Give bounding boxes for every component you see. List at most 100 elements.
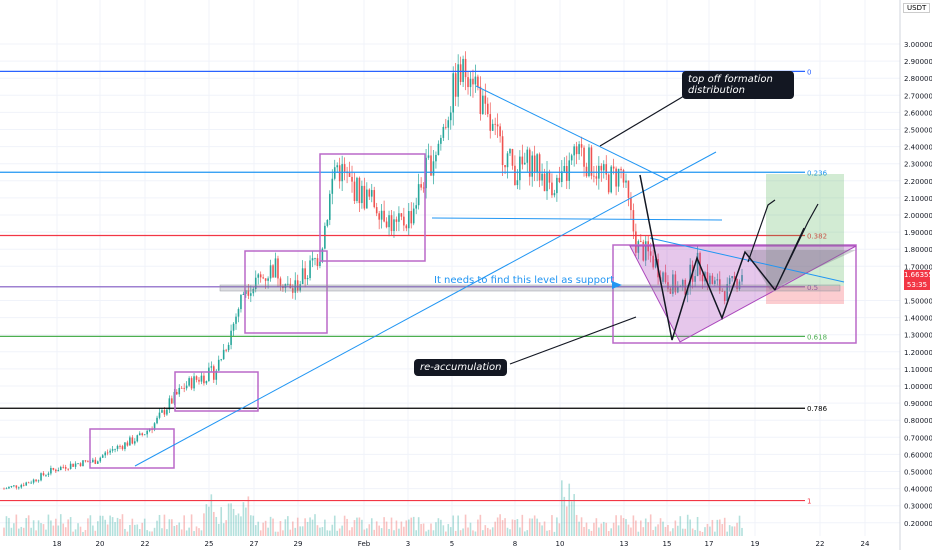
candle-body — [254, 277, 257, 289]
candle-body — [361, 185, 363, 204]
candle-body — [378, 213, 380, 220]
date-tick-label: 24 — [861, 540, 870, 548]
volume-bar — [484, 525, 487, 536]
volume-bar — [642, 527, 645, 536]
volume-bar — [617, 525, 620, 536]
volume-bar — [573, 494, 575, 536]
volume-bar — [506, 527, 509, 536]
candle-body — [309, 260, 311, 279]
candle-body — [146, 430, 148, 435]
candle-body — [109, 450, 111, 453]
price-tick-label: 1.50000 — [904, 298, 932, 306]
candle-body — [114, 448, 116, 450]
volume-bar — [474, 531, 477, 536]
candle-body — [30, 482, 32, 484]
volume-bar — [13, 523, 15, 536]
volume-bar — [136, 524, 139, 536]
candle-body — [203, 375, 205, 384]
volume-bar — [728, 525, 731, 536]
candle-body — [578, 144, 580, 155]
candle-body — [610, 166, 612, 193]
volume-bar — [558, 523, 561, 536]
price-tick-label: 0.90000 — [904, 400, 932, 408]
volume-bar — [351, 527, 353, 536]
volume-bar — [620, 515, 622, 536]
candle-body — [472, 78, 474, 85]
candle-body — [383, 210, 385, 222]
candle-body — [25, 482, 28, 486]
volume-bar — [301, 526, 304, 536]
candle-body — [195, 376, 198, 380]
volume-bar — [602, 521, 605, 536]
candle-body — [338, 165, 341, 182]
candle-body — [649, 251, 652, 256]
fib-label: 0 — [807, 68, 811, 76]
candle-body — [136, 435, 139, 442]
candle-body — [516, 180, 519, 186]
candle-body — [99, 457, 102, 462]
candle-body — [220, 359, 223, 361]
volume-bar — [171, 519, 173, 536]
candle-body — [543, 173, 546, 192]
volume-bar — [366, 528, 368, 536]
price-tick-label: 1.30000 — [904, 332, 932, 340]
volume-bar — [588, 529, 590, 536]
volume-bar — [509, 529, 511, 536]
support-note: It needs to find this level as support — [434, 275, 615, 286]
volume-bar — [442, 525, 445, 536]
volume-bar — [400, 521, 403, 536]
volume-bar — [321, 527, 324, 536]
volume-bar — [338, 528, 341, 536]
volume-bar — [291, 521, 294, 536]
candle-body — [388, 215, 390, 228]
candle-body — [336, 165, 339, 168]
candle-body — [654, 258, 657, 268]
candle-body — [467, 77, 469, 88]
candle-body — [74, 463, 77, 467]
volume-bar — [193, 531, 195, 536]
volume-bar — [257, 521, 260, 536]
candle-body — [583, 147, 585, 167]
candle-body — [230, 330, 232, 345]
candle-body — [52, 467, 55, 470]
volume-bar — [210, 494, 213, 536]
volume-bar — [652, 530, 654, 536]
candle-body — [607, 174, 610, 193]
candle-body — [356, 177, 358, 201]
candle-body — [489, 114, 492, 131]
candle-body — [351, 176, 353, 182]
volume-bar — [173, 525, 176, 536]
volume-bar — [183, 515, 185, 536]
volume-bar — [459, 530, 462, 536]
candle-body — [536, 154, 538, 173]
date-tick-label: 18 — [53, 540, 62, 548]
volume-bar — [220, 507, 223, 536]
candle-body — [558, 177, 561, 182]
volume-bar — [42, 524, 45, 536]
candle-body — [393, 219, 395, 232]
price-tick-label: 2.50000 — [904, 127, 932, 135]
candle-body — [459, 64, 462, 82]
candlestick-series — [3, 51, 743, 490]
candle-body — [714, 280, 716, 284]
volume-bar — [605, 522, 608, 536]
volume-bar — [306, 521, 309, 536]
candle-body — [696, 252, 699, 277]
volume-bar — [669, 531, 672, 536]
volume-bar — [134, 524, 136, 536]
volume-bar — [410, 517, 413, 536]
volume-bar — [10, 527, 13, 536]
volume-bar — [380, 528, 383, 536]
volume-bar — [699, 530, 701, 536]
candle-body — [637, 241, 640, 253]
volume-bar — [356, 517, 358, 536]
volume-bar — [198, 528, 200, 536]
price-tick-label: 3.00000 — [904, 41, 932, 49]
price-tick-label: 1.90000 — [904, 229, 932, 237]
candle-body — [709, 275, 711, 285]
volume-bar — [25, 518, 28, 536]
candle-body — [27, 482, 30, 484]
volume-bar — [222, 523, 225, 536]
